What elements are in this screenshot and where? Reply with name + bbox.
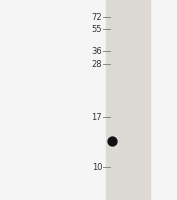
Text: 36: 36 [92,47,102,56]
Text: 28: 28 [92,60,102,69]
Text: 72: 72 [92,13,102,22]
Text: 10: 10 [92,163,102,172]
Text: 17: 17 [92,113,102,122]
Text: 55: 55 [92,25,102,34]
Bar [106,0,150,200]
Point [111,140,114,143]
